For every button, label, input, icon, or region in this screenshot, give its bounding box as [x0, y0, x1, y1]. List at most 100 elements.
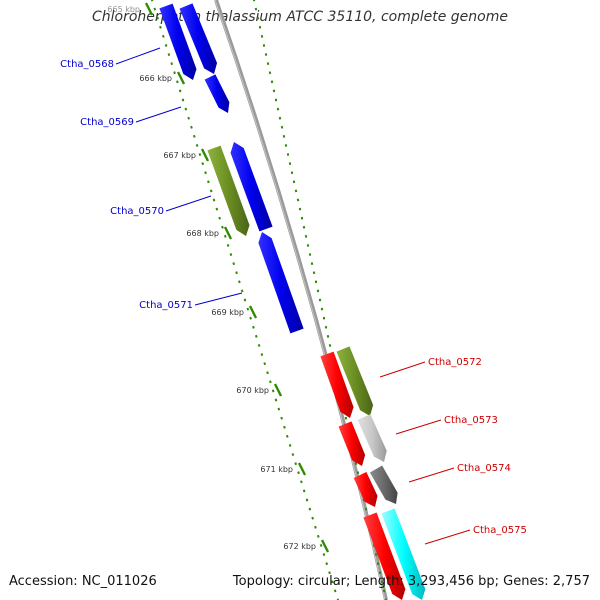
inner-minor-tick: [328, 571, 331, 575]
outer-minor-tick: [256, 16, 260, 20]
inner-minor-tick: [176, 80, 179, 84]
gene-label-right[interactable]: Ctha_0575: [473, 525, 527, 536]
kbp-major-tick: [144, 2, 154, 16]
outer-minor-tick: [292, 180, 296, 184]
kbp-major-tick: [200, 148, 210, 162]
outer-minor-tick: [276, 107, 280, 111]
gene-feature-olive[interactable]: [207, 145, 250, 236]
outer-minor-tick: [296, 198, 300, 202]
kbp-major-tick: [248, 305, 258, 319]
gene-label-left[interactable]: Ctha_0568: [60, 59, 114, 70]
inner-minor-tick: [280, 416, 283, 420]
inner-minor-tick: [238, 280, 241, 284]
inner-minor-tick: [322, 553, 326, 556]
inner-minor-tick: [223, 234, 227, 238]
inner-minor-tick: [178, 89, 182, 93]
inner-minor-tick: [229, 253, 233, 256]
inner-minor-tick: [263, 362, 267, 366]
gene-label-right[interactable]: Ctha_0574: [457, 463, 511, 474]
kbp-label: 665 kbp: [107, 5, 140, 14]
gene-label-left[interactable]: Ctha_0570: [110, 206, 164, 217]
gene-label-left[interactable]: Ctha_0571: [139, 300, 193, 311]
gene-feature-darkgray[interactable]: [369, 465, 398, 504]
gene-label-left[interactable]: Ctha_0569: [80, 117, 134, 128]
gene-feature-blue[interactable]: [159, 3, 197, 81]
outer-minor-tick: [320, 307, 324, 311]
inner-minor-tick: [271, 389, 275, 393]
gene-label-right[interactable]: Ctha_0572: [428, 357, 482, 368]
outer-minor-tick: [384, 598, 388, 600]
gene-leader-line: [408, 467, 455, 483]
inner-minor-tick: [226, 244, 230, 247]
inner-minor-tick: [153, 7, 157, 11]
inner-minor-tick: [260, 353, 264, 356]
inner-minor-tick: [316, 534, 320, 538]
outer-minor-tick: [308, 253, 312, 256]
inner-minor-tick: [221, 225, 224, 229]
gene-feature-blue[interactable]: [204, 74, 230, 113]
outer-minor-tick: [354, 462, 358, 466]
outer-minor-tick: [266, 62, 270, 66]
gene-features: [159, 3, 426, 600]
kbp-label: 672 kbp: [283, 542, 316, 551]
inner-minor-tick: [325, 562, 329, 566]
gene-leader-line: [379, 361, 426, 378]
outer-minor-tick: [326, 334, 330, 338]
gene-feature-cyan[interactable]: [381, 508, 426, 600]
outer-tick-track: [252, 0, 388, 600]
inner-minor-tick: [283, 425, 286, 429]
outer-minor-tick: [344, 416, 348, 420]
outer-minor-tick: [260, 34, 264, 38]
inner-minor-tick: [252, 325, 255, 329]
inner-minor-tick: [288, 444, 292, 447]
inner-minor-tick: [181, 98, 185, 102]
outer-minor-tick: [310, 262, 314, 266]
outer-minor-tick: [318, 298, 322, 302]
inner-minor-tick: [257, 344, 261, 347]
gene-labels: Ctha_0568 Ctha_0569 Ctha_0570 Ctha_0571 Ctha…: [60, 47, 527, 545]
gene-feature-red[interactable]: [353, 472, 378, 507]
outer-minor-tick: [252, 0, 256, 2]
inner-minor-tick: [243, 298, 247, 302]
outer-minor-tick: [356, 471, 360, 475]
outer-minor-tick: [298, 207, 302, 211]
gene-leader-line: [115, 47, 161, 65]
outer-minor-tick: [314, 280, 318, 284]
gene-leader-line: [135, 106, 182, 123]
inner-minor-tick: [331, 580, 334, 584]
gene-feature-blue[interactable]: [230, 142, 273, 232]
inner-minor-tick: [195, 144, 199, 147]
gene-label-right[interactable]: Ctha_0573: [444, 415, 498, 426]
gene-feature-red[interactable]: [363, 512, 406, 600]
gene-feature-olive[interactable]: [336, 346, 374, 416]
kbp-label: 670 kbp: [236, 386, 269, 395]
gene-leader-line: [395, 419, 442, 435]
inner-minor-tick: [164, 44, 168, 47]
gene-feature-red[interactable]: [320, 351, 354, 418]
inner-minor-tick: [212, 198, 216, 202]
gene-leader-line: [424, 529, 471, 545]
inner-minor-tick: [150, 0, 154, 2]
outer-minor-tick: [258, 25, 262, 29]
gene-feature-blue[interactable]: [179, 3, 218, 74]
inner-minor-tick: [198, 153, 202, 156]
outer-minor-tick: [316, 289, 320, 293]
gene-feature-red[interactable]: [338, 421, 366, 466]
inner-minor-tick: [297, 471, 300, 475]
inner-minor-tick: [333, 589, 337, 593]
gene-feature-blue[interactable]: [258, 232, 304, 334]
kbp-scale-labels: 665 kbp 666 kbp 667 kbp 668 kbp 669 kbp 670 k…: [107, 2, 330, 553]
gene-feature-lightgray[interactable]: [357, 414, 387, 462]
inner-minor-tick: [201, 162, 205, 166]
kbp-label: 671 kbp: [260, 465, 293, 474]
inner-minor-tick: [218, 216, 221, 220]
inner-minor-tick: [336, 598, 340, 600]
inner-minor-tick: [173, 71, 176, 75]
inner-minor-tick: [184, 107, 188, 111]
inner-minor-tick: [319, 544, 323, 547]
inner-minor-tick: [209, 189, 213, 193]
inner-minor-tick: [285, 434, 289, 438]
inner-minor-tick: [167, 53, 171, 56]
kbp-major-tick: [223, 226, 233, 240]
